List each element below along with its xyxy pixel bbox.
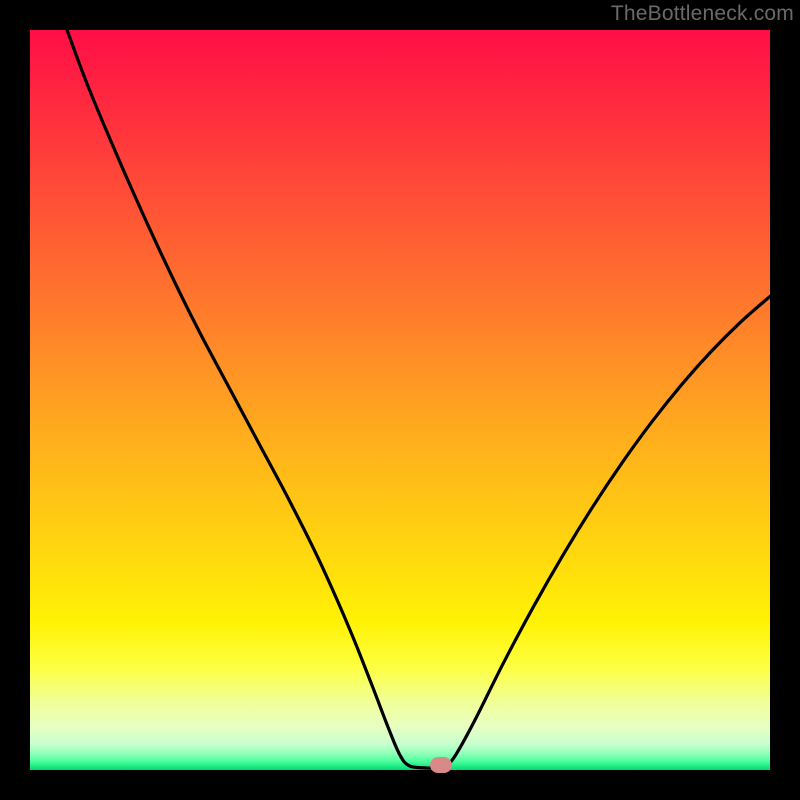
bottleneck-curve [30, 30, 770, 770]
watermark-text: TheBottleneck.com [611, 2, 794, 26]
chart-frame [30, 30, 770, 770]
optimum-marker [430, 757, 452, 773]
